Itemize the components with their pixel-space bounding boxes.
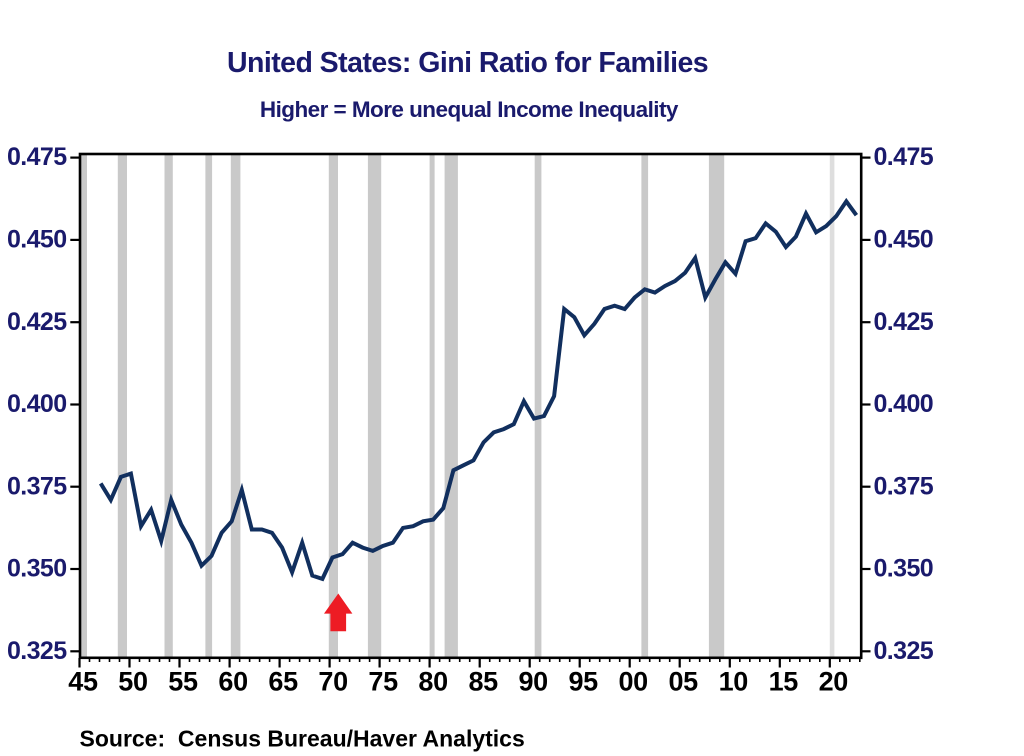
svg-text:0.400: 0.400 — [874, 390, 934, 418]
svg-text:0.475: 0.475 — [7, 143, 67, 171]
svg-text:0.350: 0.350 — [7, 555, 67, 583]
svg-text:80: 80 — [418, 666, 447, 696]
svg-text:0.400: 0.400 — [7, 390, 67, 418]
svg-text:85: 85 — [468, 666, 498, 696]
svg-text:0.450: 0.450 — [7, 226, 67, 254]
svg-text:60: 60 — [218, 666, 247, 696]
svg-text:0.350: 0.350 — [874, 555, 934, 583]
svg-text:55: 55 — [168, 666, 198, 696]
svg-text:20: 20 — [819, 666, 848, 696]
svg-text:45: 45 — [68, 666, 98, 696]
svg-text:50: 50 — [118, 666, 147, 696]
svg-text:0.475: 0.475 — [874, 143, 934, 171]
svg-text:0.325: 0.325 — [874, 637, 934, 665]
svg-text:65: 65 — [268, 666, 298, 696]
svg-text:10: 10 — [719, 666, 748, 696]
svg-text:95: 95 — [568, 666, 598, 696]
svg-text:0.375: 0.375 — [7, 472, 67, 500]
svg-text:0.425: 0.425 — [7, 308, 67, 336]
svg-text:00: 00 — [618, 666, 647, 696]
svg-text:United States: Gini Ratio for: United States: Gini Ratio for Families — [227, 47, 708, 79]
svg-text:0.375: 0.375 — [874, 472, 934, 500]
svg-text:05: 05 — [668, 666, 698, 696]
svg-text:15: 15 — [769, 666, 799, 696]
svg-text:Source: Census Bureau/Haver A: Source: Census Bureau/Haver Analytics — [80, 725, 525, 751]
svg-text:70: 70 — [318, 666, 347, 696]
svg-text:0.450: 0.450 — [874, 226, 934, 254]
svg-text:0.425: 0.425 — [874, 308, 934, 336]
svg-text:Higher = More unequal Income I: Higher = More unequal Income Inequality — [260, 97, 679, 122]
svg-text:75: 75 — [368, 666, 398, 696]
svg-text:90: 90 — [518, 666, 547, 696]
svg-text:0.325: 0.325 — [7, 637, 67, 665]
